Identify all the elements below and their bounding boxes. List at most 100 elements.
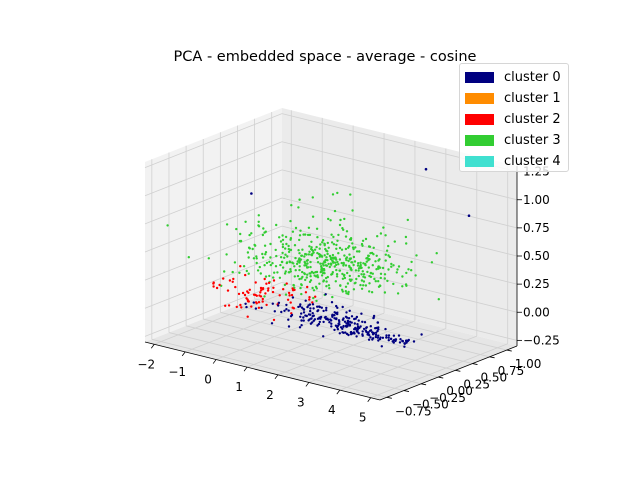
scatter-point-cluster-0	[420, 333, 423, 336]
y-tick-mark	[489, 356, 495, 359]
scatter-point-cluster-3	[364, 237, 368, 241]
scatter-point-cluster-0	[326, 317, 329, 320]
scatter-point-cluster-3	[244, 220, 247, 223]
scatter-point-cluster-3	[331, 295, 334, 299]
z-tick-label: 0.75	[523, 221, 550, 235]
scatter-point-cluster-0	[309, 309, 312, 313]
scatter-point-cluster-0	[309, 313, 312, 316]
scatter-point-cluster-3	[401, 285, 404, 288]
y-tick-mark	[438, 376, 444, 379]
scatter-point-cluster-0	[302, 319, 305, 322]
scatter-point-cluster-3	[335, 243, 338, 247]
scatter-point-cluster-3	[225, 223, 229, 226]
scatter-point-cluster-0	[325, 306, 328, 310]
y-tick-mark	[403, 390, 410, 392]
scatter-point-cluster-3	[349, 268, 352, 271]
scatter-point-cluster-3	[287, 244, 290, 248]
scatter-point-cluster-2	[261, 297, 264, 301]
scatter-point-cluster-3	[349, 279, 352, 283]
scatter-point-cluster-3	[316, 261, 320, 264]
scatter-point-cluster-3	[254, 244, 257, 247]
z-gridline	[281, 169, 518, 229]
scatter-point-cluster-3	[320, 254, 323, 257]
scatter-point-cluster-3	[239, 232, 242, 236]
scatter-point-cluster-3	[361, 239, 365, 242]
scatter-point-cluster-0	[299, 303, 302, 306]
scatter-point-cluster-3	[360, 273, 363, 276]
scatter-point-cluster-0	[307, 319, 310, 322]
scatter-point-cluster-3	[325, 280, 328, 283]
scatter-point-cluster-0	[300, 324, 303, 327]
scatter-point-cluster-3	[284, 247, 287, 250]
scatter-point-cluster-3	[289, 238, 292, 241]
scatter-point-cluster-3	[311, 286, 314, 290]
scatter-point-cluster-3	[375, 268, 378, 271]
scatter-point-cluster-0	[362, 327, 366, 331]
scatter-point-cluster-3	[323, 254, 326, 257]
scatter-point-cluster-2	[259, 291, 262, 294]
scatter-point-cluster-0	[345, 332, 349, 336]
y-gridline	[220, 311, 456, 371]
scatter-point-cluster-2	[235, 305, 238, 309]
scatter-point-cluster-3	[327, 262, 330, 266]
scatter-point-cluster-0	[310, 317, 313, 320]
scatter-point-cluster-2	[314, 295, 317, 298]
scatter-point-cluster-3	[247, 246, 251, 249]
scatter-point-cluster-3	[346, 282, 350, 285]
scatter-point-cluster-0	[311, 312, 314, 315]
scatter-point-cluster-3	[390, 262, 393, 266]
scatter-point-cluster-3	[335, 268, 338, 272]
scatter-point-cluster-3	[311, 196, 314, 199]
scatter-point-cluster-0	[297, 305, 300, 309]
scatter-point-cluster-3	[281, 260, 284, 264]
scatter-point-cluster-0	[350, 315, 354, 318]
scatter-point-cluster-3	[304, 278, 307, 282]
scatter-point-cluster-0	[369, 329, 373, 332]
scatter-point-cluster-3	[303, 255, 306, 258]
scatter-point-cluster-3	[257, 220, 260, 223]
scatter-point-cluster-0	[348, 309, 351, 312]
scatter-point-cluster-3	[396, 292, 400, 295]
scatter-point-cluster-0	[331, 314, 334, 317]
scatter-point-cluster-0	[380, 345, 383, 348]
scatter-point-cluster-3	[374, 280, 377, 283]
scatter-point-cluster-3	[296, 260, 299, 263]
z-tick-label: 0.00	[523, 305, 550, 319]
scatter-point-cluster-0	[356, 327, 359, 330]
scatter-point-cluster-3	[326, 275, 329, 279]
scatter-point-cluster-0	[389, 337, 393, 341]
scatter-point-cluster-0	[329, 318, 332, 321]
scatter-point-cluster-3	[338, 223, 342, 227]
scatter-point-cluster-0	[353, 332, 356, 335]
scatter-point-cluster-3	[263, 264, 266, 267]
scatter-point-cluster-0	[304, 299, 307, 302]
scatter-point-cluster-0	[273, 310, 276, 313]
scatter-point-cluster-3	[298, 261, 301, 264]
scatter-point-cluster-0	[348, 320, 352, 323]
scatter-point-cluster-0	[346, 319, 350, 322]
scatter-point-cluster-3	[367, 259, 370, 262]
scatter-point-cluster-2	[267, 281, 271, 285]
scatter-point-cluster-3	[261, 252, 264, 256]
scatter-point-cluster-3	[281, 243, 285, 246]
scatter-point-cluster-3	[323, 261, 327, 264]
scatter-point-cluster-3	[344, 290, 347, 293]
scatter-point-cluster-2	[259, 289, 263, 292]
scatter-point-cluster-0	[368, 334, 371, 337]
scatter-point-cluster-3	[269, 263, 272, 267]
scatter-point-cluster-3	[310, 270, 314, 274]
scatter-point-cluster-0	[302, 308, 306, 311]
scatter-point-cluster-3	[363, 276, 367, 279]
scatter-point-cluster-0	[277, 304, 280, 307]
y-tick-mark	[386, 396, 392, 399]
scatter-point-cluster-2	[286, 298, 290, 301]
scatter-point-cluster-3	[278, 236, 281, 239]
scatter-point-cluster-3	[318, 247, 321, 250]
scatter-point-cluster-3	[323, 242, 326, 245]
scatter-point-cluster-3	[187, 256, 190, 259]
scatter-point-cluster-3	[365, 260, 368, 263]
scatter-point-cluster-0	[311, 321, 314, 324]
scatter-point-cluster-3	[316, 276, 320, 279]
scatter-point-cluster-3	[352, 263, 355, 267]
scatter-point-cluster-2	[272, 318, 276, 322]
